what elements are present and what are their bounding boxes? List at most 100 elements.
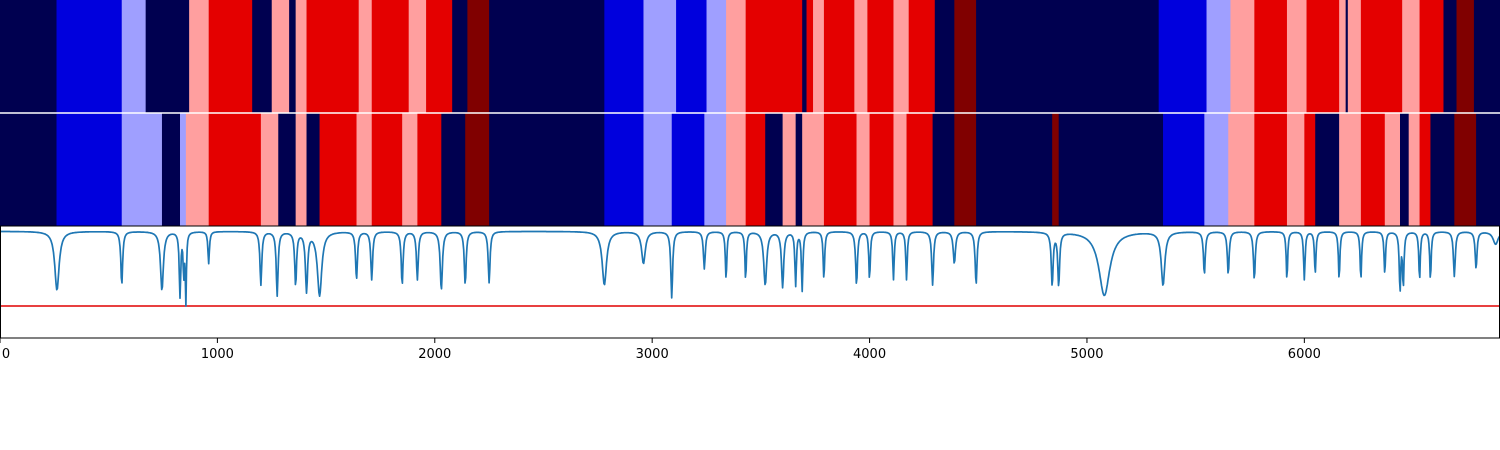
heatmap-cell-blue bbox=[1158, 0, 1207, 113]
heatmap-cell-pink bbox=[271, 0, 290, 113]
x-tick-label: 0 bbox=[2, 347, 10, 362]
heatmap-cell-red bbox=[823, 0, 855, 113]
heatmap-cell-red bbox=[1360, 113, 1386, 226]
heatmap-cell-navy bbox=[1315, 113, 1340, 226]
heatmap-cell-pink bbox=[402, 113, 418, 226]
heatmap-cell-pink bbox=[189, 0, 210, 113]
heatmap-cell-pink bbox=[1384, 113, 1401, 226]
heatmap-cell-pink bbox=[1286, 0, 1307, 113]
heatmap-cell-pink bbox=[726, 0, 747, 113]
heatmap-cell-blue bbox=[604, 0, 644, 113]
heatmap-cell-navy bbox=[934, 0, 955, 113]
heatmap-cell-red bbox=[1306, 0, 1340, 113]
heatmap-cell-navy bbox=[252, 0, 273, 113]
heatmap-cell-navy bbox=[795, 113, 803, 226]
heatmap-cell-red bbox=[1360, 0, 1403, 113]
heatmap-cell-lightblue bbox=[704, 113, 727, 226]
heatmap-cell-navy bbox=[0, 113, 57, 226]
heatmap-row-2 bbox=[0, 113, 1500, 226]
heatmap-cell-pink bbox=[1228, 113, 1255, 226]
heatmap-cell-navy bbox=[1400, 113, 1410, 226]
heatmap-cell-pink bbox=[358, 0, 373, 113]
heatmap-cell-pink bbox=[408, 0, 427, 113]
heatmap-cell-red bbox=[417, 113, 442, 226]
heatmap-cell-red bbox=[806, 0, 814, 113]
heatmap-cell-pink bbox=[185, 113, 210, 226]
heatmap-cell-pink bbox=[260, 113, 279, 226]
heatmap-row-1 bbox=[0, 0, 1500, 113]
heatmap-cell-red bbox=[306, 0, 360, 113]
heatmap-cell-navy bbox=[0, 0, 57, 113]
heatmap-cell-red bbox=[208, 113, 262, 226]
heatmap-cell-pink bbox=[1339, 113, 1362, 226]
heatmap-cell-navy bbox=[145, 0, 190, 113]
heatmap-cell-pink bbox=[1286, 113, 1305, 226]
heatmap-cell-navy bbox=[1430, 113, 1455, 226]
heatmap-cell-lightblue bbox=[1204, 113, 1229, 226]
heatmap-cell-lightblue bbox=[643, 0, 677, 113]
heatmap-cell-pink bbox=[1339, 0, 1347, 113]
heatmap-cell-lightblue bbox=[706, 0, 727, 113]
heatmap-cell-blue bbox=[604, 113, 644, 226]
heatmap-cell-red bbox=[319, 113, 357, 226]
heatmap-cell-navy bbox=[976, 0, 1160, 113]
heatmap-cell-pink bbox=[802, 113, 825, 226]
heatmap-cell-red bbox=[869, 113, 894, 226]
heatmap-cell-red bbox=[208, 0, 253, 113]
heatmap-cell-navy bbox=[161, 113, 181, 226]
heatmap-cell-navy bbox=[802, 0, 807, 113]
heatmap-cell-red bbox=[1419, 113, 1431, 226]
heatmap-cell-blue bbox=[1163, 113, 1205, 226]
heatmap-cell-darkred bbox=[467, 0, 490, 113]
heatmap-cell-red bbox=[745, 0, 803, 113]
heatmap-cell-pink bbox=[782, 113, 797, 226]
heatmap-cell-pink bbox=[295, 0, 307, 113]
heatmap-cell-blue bbox=[56, 113, 123, 226]
x-tick-label: 2000 bbox=[418, 347, 451, 362]
heatmap-cell-darkred bbox=[1052, 113, 1060, 226]
heatmap-cell-navy bbox=[306, 113, 320, 226]
heatmap-cell-blue bbox=[56, 0, 123, 113]
heatmap-cell-red bbox=[867, 0, 894, 113]
heatmap-cell-pink bbox=[1347, 0, 1362, 113]
x-tick-label: 3000 bbox=[636, 347, 669, 362]
x-tick-label: 5000 bbox=[1070, 347, 1103, 362]
heatmap-cell-pink bbox=[893, 113, 907, 226]
heatmap-cell-navy bbox=[489, 113, 605, 226]
heatmap-cell-pink bbox=[813, 0, 825, 113]
heatmap-cell-red bbox=[745, 113, 766, 226]
heatmap-cell-darkred bbox=[465, 113, 490, 226]
heatmap-cell-pink bbox=[856, 113, 870, 226]
x-axis: 0 1000 2000 3000 4000 5000 6000 bbox=[0, 338, 1321, 362]
heatmap-cell-navy bbox=[278, 113, 297, 226]
heatmap-cell-pink bbox=[295, 113, 307, 226]
heatmap-cell-pink bbox=[854, 0, 868, 113]
heatmap-cell-navy bbox=[1476, 113, 1500, 226]
signal-plot-area bbox=[0, 226, 1500, 338]
heatmap-cell-lightblue bbox=[121, 113, 163, 226]
heatmap-cell-darkred bbox=[1454, 113, 1477, 226]
signal-line bbox=[0, 230, 1500, 307]
heatmap-cell-navy bbox=[1443, 0, 1457, 113]
heatmap-cell-navy bbox=[441, 113, 466, 226]
heatmap-cell-navy bbox=[1473, 0, 1500, 113]
heatmap-cell-red bbox=[1254, 0, 1288, 113]
heatmap-cell-red bbox=[823, 113, 857, 226]
heatmap-cell-pink bbox=[1408, 113, 1420, 226]
heatmap-cell-pink bbox=[893, 0, 910, 113]
heatmap-cell-blue bbox=[671, 113, 705, 226]
heatmap-cell-pink bbox=[1402, 0, 1420, 113]
heatmap-cell-navy bbox=[289, 0, 297, 113]
heatmap-cell-red bbox=[371, 0, 410, 113]
heatmap-cell-navy bbox=[932, 113, 955, 226]
heatmap-cell-pink bbox=[1230, 0, 1255, 113]
heatmap-cell-red bbox=[906, 113, 934, 226]
heatmap-cell-navy bbox=[452, 0, 468, 113]
heatmap-cell-red bbox=[908, 0, 936, 113]
heatmap-cell-darkred bbox=[954, 0, 977, 113]
heatmap-cell-navy bbox=[1345, 0, 1349, 113]
heatmap-cell-blue bbox=[676, 0, 707, 113]
heatmap-cell-darkred bbox=[1456, 0, 1475, 113]
heatmap-cell-red bbox=[426, 0, 453, 113]
